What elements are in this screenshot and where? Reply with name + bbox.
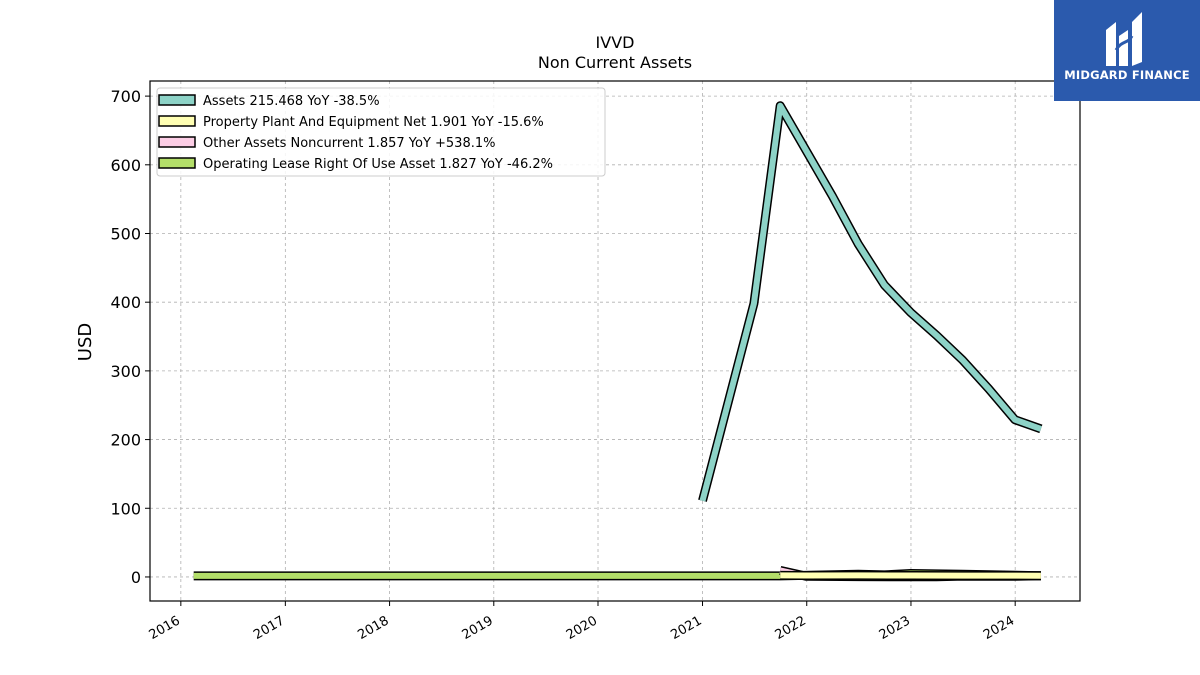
- x-tick-label: 2023: [877, 613, 913, 643]
- y-tick-label: 100: [110, 499, 141, 518]
- y-tick-label: 400: [110, 293, 141, 312]
- plot-frame: [149, 80, 1081, 602]
- legend-label: Property Plant And Equipment Net 1.901 Y…: [203, 115, 544, 130]
- chart-title: IVVD: [596, 33, 635, 52]
- logo-text: MIDGARD FINANCE: [1064, 68, 1190, 82]
- x-axis-ticks: 2016 2017 2018 2019 2020 2021 2022 2023 2024: [147, 601, 1017, 643]
- x-tick-label: 2024: [981, 613, 1017, 643]
- legend-label: Assets 215.468 YoY -38.5%: [203, 94, 380, 109]
- legend-label: Operating Lease Right Of Use Asset 1.827…: [203, 157, 553, 172]
- grid-lines: [150, 81, 1080, 601]
- logo-icon: [1106, 12, 1142, 66]
- chart-subtitle: Non Current Assets: [538, 53, 692, 72]
- legend-swatch: [158, 136, 196, 148]
- legend-swatch: [158, 115, 196, 127]
- y-tick-label: 600: [110, 156, 141, 175]
- y-tick-label: 0: [131, 568, 141, 587]
- logo: MIDGARD FINANCE: [1054, 0, 1200, 101]
- legend-swatch: [158, 94, 196, 106]
- legend-label: Other Assets Noncurrent 1.857 YoY +538.1…: [203, 136, 495, 151]
- legend-box: [156, 87, 606, 177]
- x-tick-label: 2018: [355, 613, 391, 643]
- x-tick-label: 2022: [773, 613, 809, 643]
- y-axis-label: USD: [75, 323, 96, 361]
- legend-swatch: [158, 157, 196, 169]
- x-tick-label: 2016: [147, 613, 183, 643]
- legend: Assets 215.468 YoY -38.5% Property Plant …: [156, 87, 606, 177]
- y-tick-label: 500: [110, 224, 141, 243]
- x-tick-label: 2017: [251, 613, 287, 643]
- y-tick-label: 700: [110, 87, 141, 106]
- x-tick-label: 2019: [460, 613, 496, 643]
- series-line: [699, 102, 1042, 502]
- series-lines: [193, 101, 1043, 582]
- x-tick-label: 2021: [668, 613, 704, 643]
- y-axis-ticks: 0 100 200 300 400 500 600 700: [110, 87, 150, 587]
- x-tick-label: 2020: [564, 613, 600, 643]
- y-tick-label: 300: [110, 362, 141, 381]
- y-tick-label: 200: [110, 431, 141, 450]
